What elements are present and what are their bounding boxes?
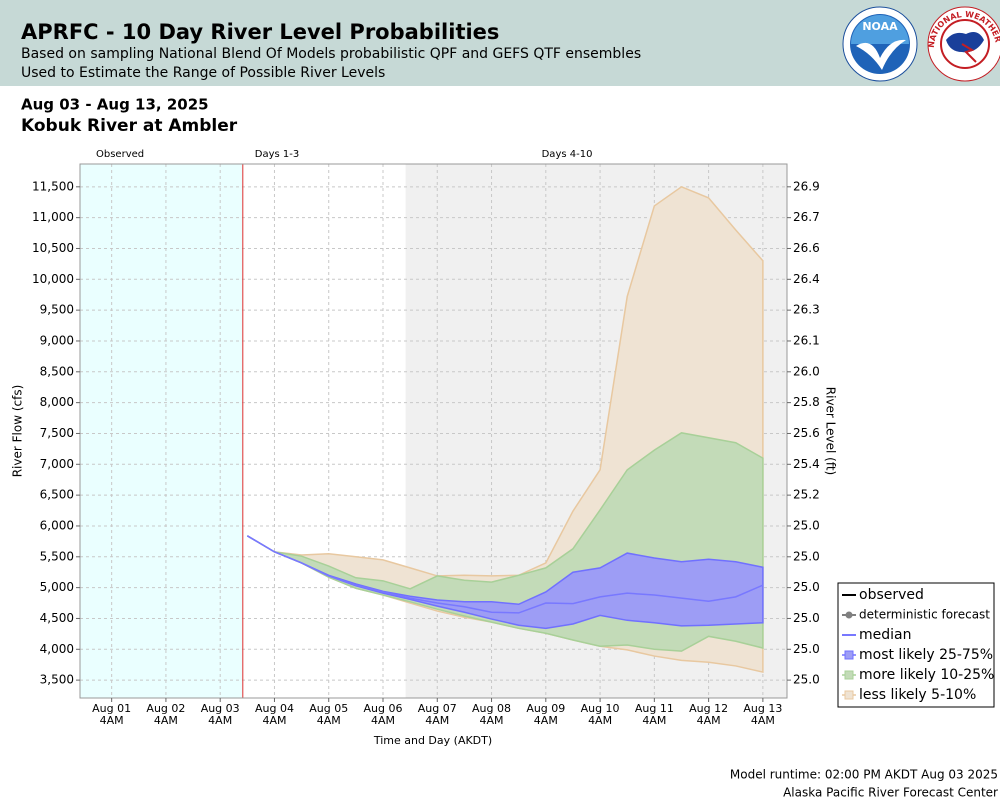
x-tick-label: 4AM <box>317 714 341 727</box>
y-tick-label: 5,500 <box>40 549 74 563</box>
x-tick-label: Aug 13 <box>743 702 782 715</box>
noaa-logo: NOAA <box>842 6 918 82</box>
noaa-text: NOAA <box>862 20 898 33</box>
y-tick-label: 9,000 <box>40 333 74 347</box>
x-tick-label: 4AM <box>154 714 178 727</box>
y-tick-label: 6,500 <box>40 488 74 502</box>
y2-tick-label: 26.6 <box>793 241 820 255</box>
y2-tick-label: 25.0 <box>793 673 820 687</box>
y2-tick-label: 26.4 <box>793 272 820 286</box>
footer-text: Alaska Pacific River Forecast Center <box>783 786 998 800</box>
x-tick-label: 4AM <box>208 714 232 727</box>
x-tick-label: Aug 01 <box>92 702 131 715</box>
y2-tick-label: 26.1 <box>793 333 820 347</box>
x-tick-label: Aug 02 <box>146 702 185 715</box>
legend-swatch <box>844 670 854 680</box>
legend-swatch <box>844 650 854 660</box>
region <box>80 164 243 698</box>
region <box>242 164 406 698</box>
y2-tick-label: 25.0 <box>793 611 820 625</box>
x-tick-label: Aug 06 <box>364 702 403 715</box>
x-tick-label: 4AM <box>425 714 449 727</box>
footer-text: Model runtime: 02:00 PM AKDT Aug 03 2025 <box>730 768 998 782</box>
y2-tick-label: 25.0 <box>793 580 820 594</box>
x-tick-label: Aug 04 <box>255 702 294 715</box>
x-axis-title: Time and Day (AKDT) <box>373 734 492 747</box>
x-tick-label: Aug 10 <box>581 702 620 715</box>
x-tick-label: 4AM <box>100 714 124 727</box>
chart-title: Kobuk River at Ambler <box>21 116 238 136</box>
x-tick-label: 4AM <box>697 714 721 727</box>
y2-tick-label: 26.0 <box>793 364 820 378</box>
y2-tick-label: 25.6 <box>793 426 820 440</box>
x-tick-label: Aug 09 <box>526 702 565 715</box>
x-tick-label: 4AM <box>262 714 286 727</box>
y2-tick-label: 25.0 <box>793 642 820 656</box>
x-tick-label: 4AM <box>480 714 504 727</box>
x-tick-label: Aug 07 <box>418 702 457 715</box>
y-axis-title: River Flow (cfs) <box>11 385 25 478</box>
y2-tick-label: 25.8 <box>793 395 820 409</box>
y-tick-label: 10,000 <box>32 272 74 286</box>
median-line <box>246 535 764 614</box>
y2-axis-title: River Level (ft) <box>824 387 838 475</box>
y-tick-label: 3,500 <box>40 673 74 687</box>
legend-label: more likely 10-25% <box>859 667 994 683</box>
x-tick-label: 4AM <box>371 714 395 727</box>
y2-tick-label: 26.9 <box>793 179 820 193</box>
x-tick-label: Aug 12 <box>689 702 728 715</box>
plot-frame <box>79 163 788 699</box>
y2-tick-label: 26.7 <box>793 210 820 224</box>
legend-label: less likely 5-10% <box>859 687 976 703</box>
date-range: Aug 03 - Aug 13, 2025 <box>21 96 209 114</box>
legend-swatch <box>845 611 853 619</box>
y-tick-label: 9,500 <box>40 303 74 317</box>
y2-tick-label: 26.3 <box>793 303 820 317</box>
header-subtitle: Based on sampling National Blend Of Mode… <box>21 46 641 62</box>
y2-tick-label: 25.0 <box>793 518 820 532</box>
y-tick-label: 5,000 <box>40 580 74 594</box>
y-tick-label: 4,500 <box>40 611 74 625</box>
region-label: Days 1-3 <box>255 149 299 160</box>
x-tick-label: 4AM <box>642 714 666 727</box>
legend-label: median <box>859 627 911 643</box>
y-tick-label: 8,000 <box>40 395 74 409</box>
x-tick-label: 4AM <box>751 714 775 727</box>
y-tick-label: 11,000 <box>32 210 74 224</box>
probability-band <box>246 535 764 630</box>
x-tick-label: Aug 08 <box>472 702 511 715</box>
y-tick-label: 7,500 <box>40 426 74 440</box>
y-tick-label: 8,500 <box>40 364 74 378</box>
y-tick-label: 10,500 <box>32 241 74 255</box>
legend-swatch <box>844 690 854 700</box>
y-tick-label: 11,500 <box>32 179 74 193</box>
x-tick-label: 4AM <box>534 714 558 727</box>
legend-label: most likely 25-75% <box>859 647 993 663</box>
legend: observed deterministic forecast median most… <box>837 582 995 708</box>
legend-box <box>837 582 995 708</box>
region-label: Days 4-10 <box>542 149 593 160</box>
x-tick-label: Aug 11 <box>635 702 674 715</box>
legend-label: deterministic forecast <box>859 608 990 622</box>
x-tick-label: 4AM <box>588 714 612 727</box>
header-band <box>0 0 1000 86</box>
legend-label: observed <box>859 587 924 603</box>
y2-tick-label: 25.0 <box>793 549 820 563</box>
x-tick-label: Aug 05 <box>309 702 348 715</box>
y-tick-label: 7,000 <box>40 457 74 471</box>
y-tick-label: 6,000 <box>40 518 74 532</box>
x-tick-label: Aug 03 <box>201 702 240 715</box>
y-tick-label: 4,000 <box>40 642 74 656</box>
region-label: Observed <box>96 149 144 160</box>
header-title: APRFC - 10 Day River Level Probabilities <box>21 20 499 44</box>
header-subtitle: Used to Estimate the Range of Possible R… <box>21 65 385 81</box>
y2-tick-label: 25.4 <box>793 457 820 471</box>
y2-tick-label: 25.2 <box>793 488 820 502</box>
